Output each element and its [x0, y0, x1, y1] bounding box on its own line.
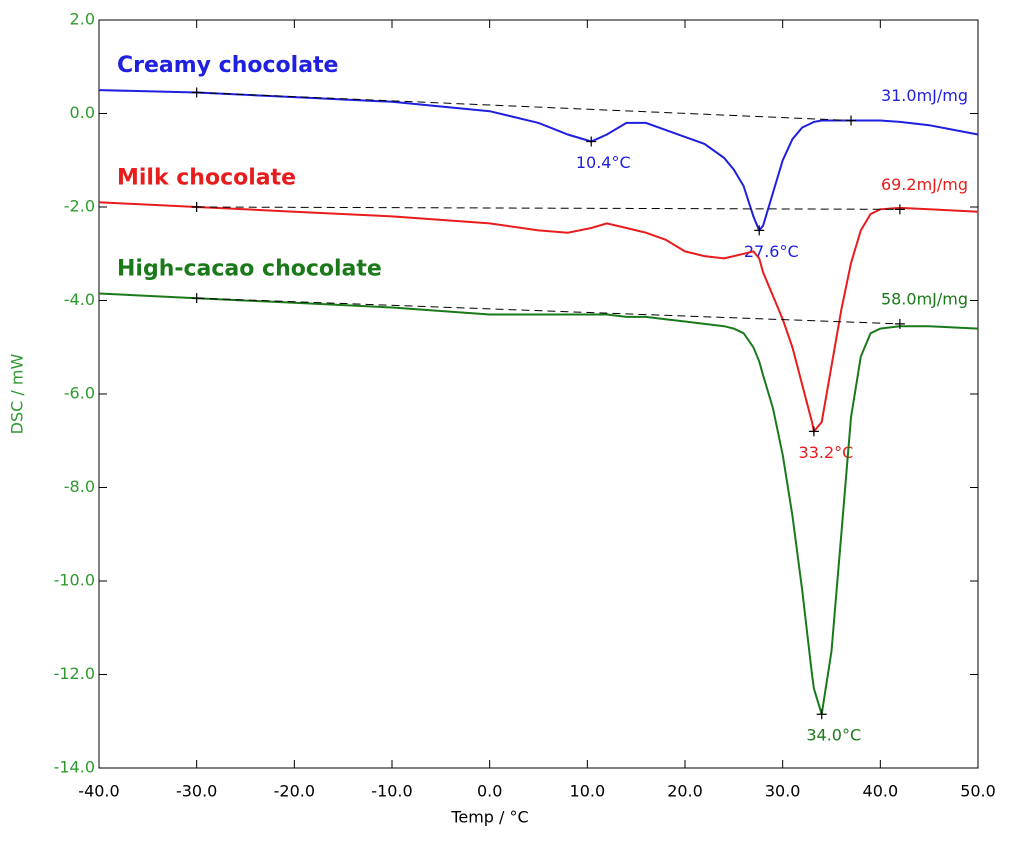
- y-tick-label: -2.0: [64, 197, 95, 216]
- marker: [754, 225, 765, 236]
- x-tick-label: 30.0: [765, 782, 801, 801]
- x-tick-label: -20.0: [274, 782, 315, 801]
- y-tick-label: -12.0: [54, 664, 95, 683]
- enthalpy-label: 31.0mJ/mg: [881, 86, 968, 105]
- x-tick-label: 10.0: [570, 782, 606, 801]
- series-line: [98, 201, 979, 434]
- peak-label: 34.0°C: [806, 726, 861, 745]
- enthalpy-label: 69.2mJ/mg: [881, 175, 968, 194]
- x-tick-label: -30.0: [176, 782, 217, 801]
- series-name: Milk chocolate: [117, 165, 296, 190]
- y-tick-label: 0.0: [70, 103, 95, 122]
- x-tick-label: -40.0: [78, 782, 119, 801]
- x-tick-label: 0.0: [477, 782, 502, 801]
- y-tick-label: -14.0: [54, 758, 95, 777]
- x-tick-label: -10.0: [371, 782, 412, 801]
- y-tick-label: -6.0: [64, 384, 95, 403]
- x-axis-label: Temp / °C: [450, 808, 528, 827]
- marker: [191, 87, 202, 98]
- baseline: [196, 206, 900, 210]
- x-tick-label: 40.0: [863, 782, 899, 801]
- plot-frame: [98, 19, 979, 769]
- marker: [586, 136, 597, 147]
- marker: [846, 115, 857, 126]
- enthalpy-label: 58.0mJ/mg: [881, 289, 968, 308]
- y-axis-label: DSC / mW: [8, 354, 27, 435]
- y-tick-label: -4.0: [64, 290, 95, 309]
- x-tick-label: 50.0: [960, 782, 996, 801]
- peak-label: 33.2°C: [799, 443, 854, 462]
- series-line: [98, 292, 979, 715]
- x-tick-label: 20.0: [667, 782, 703, 801]
- baseline: [196, 91, 852, 122]
- marker: [894, 204, 905, 215]
- marker: [191, 293, 202, 304]
- y-tick-label: -10.0: [54, 571, 95, 590]
- marker: [808, 426, 819, 437]
- series-name: High-cacao chocolate: [117, 256, 382, 281]
- marker: [816, 709, 827, 720]
- marker: [191, 202, 202, 212]
- y-tick-label: -8.0: [64, 477, 95, 496]
- series-name: Creamy chocolate: [117, 53, 338, 78]
- y-tick-label: 2.0: [70, 10, 95, 29]
- marker: [894, 318, 905, 329]
- peak-label: 10.4°C: [576, 153, 631, 172]
- baseline: [196, 297, 900, 325]
